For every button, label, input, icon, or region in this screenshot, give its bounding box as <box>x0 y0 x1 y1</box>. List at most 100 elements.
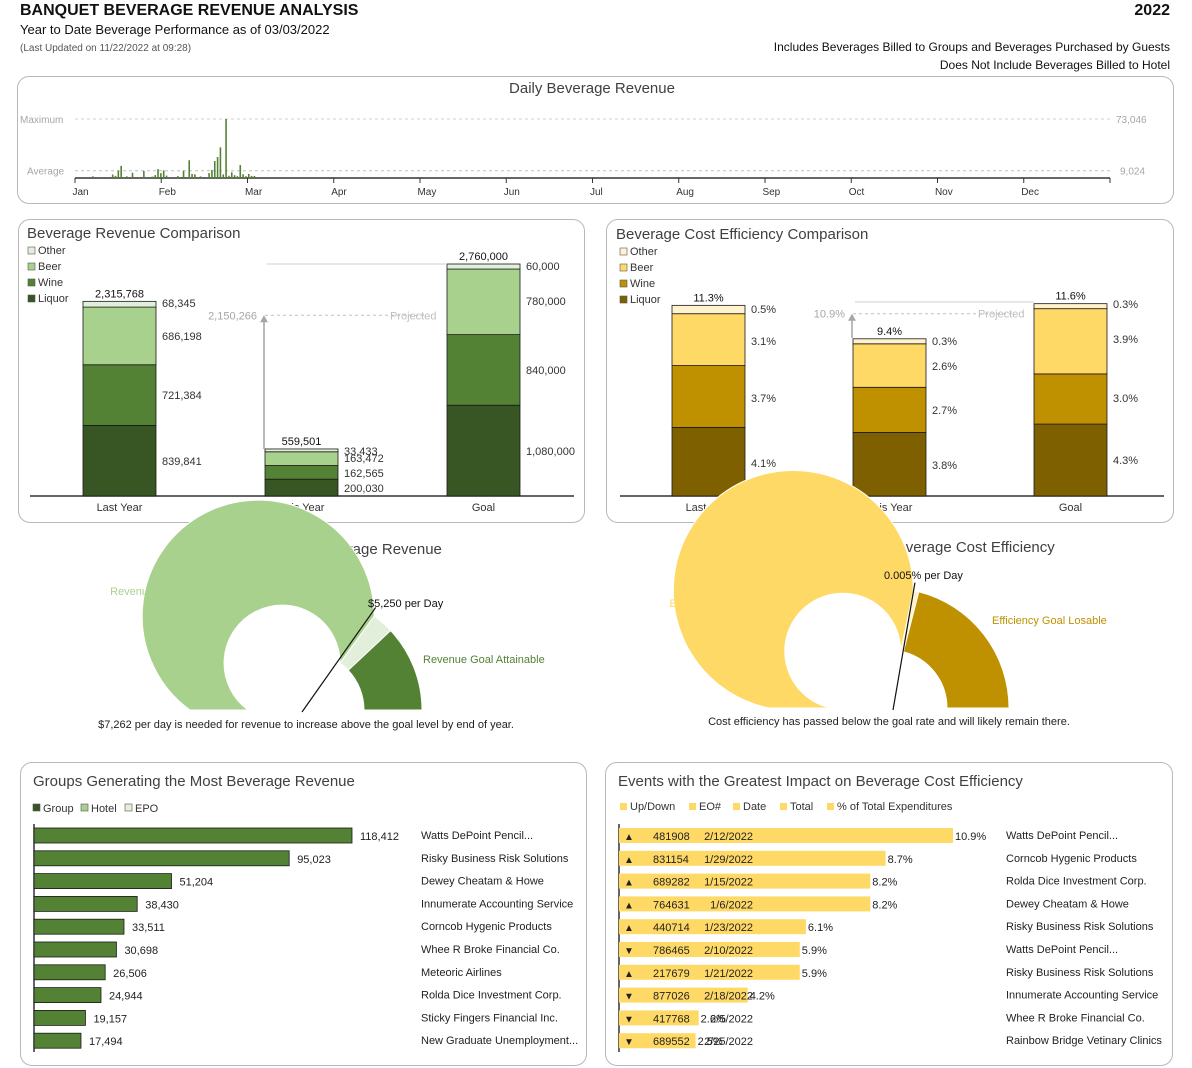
events-direction-icon: ▲ <box>624 878 634 889</box>
revenue-comparison-value-label: 68,345 <box>162 298 196 310</box>
events-direction-icon: ▼ <box>624 1014 634 1025</box>
month-label: Jul <box>590 187 603 198</box>
month-label: Dec <box>1021 187 1039 198</box>
events-name-label: Risky Business Risk Solutions <box>1006 967 1154 979</box>
cost-comparison-value-label: 4.3% <box>1113 455 1138 467</box>
events-eo-label: 440714 <box>653 922 690 934</box>
month-label: Apr <box>331 187 347 198</box>
cost-comparison-legend-label: Other <box>630 246 658 258</box>
events-eo-label: 481908 <box>653 831 690 843</box>
events-eo-label: 877026 <box>653 991 690 1003</box>
groups-name-label: Dewey Cheatam & Howe <box>421 876 544 888</box>
cost-comparison-bar-liquor <box>1033 423 1108 497</box>
events-name-label: Corncob Hygenic Products <box>1006 853 1137 865</box>
max-value-label: 73,046 <box>1116 115 1147 126</box>
cost-comparison-value-label: 2.6% <box>932 361 957 373</box>
daily-revenue-bar <box>245 176 247 178</box>
daily-revenue-bar <box>154 175 156 178</box>
revenue-comparison-bar-other <box>82 300 157 308</box>
daily-revenue-bar <box>120 165 122 178</box>
events-eo-label: 831154 <box>653 854 689 866</box>
cost-comparison-value-label: 3.9% <box>1113 334 1138 346</box>
daily-revenue-bar <box>165 175 168 178</box>
cost-comparison-total-label: 11.6% <box>1055 291 1086 303</box>
revenue-comparison-legend-label: Wine <box>38 277 63 289</box>
events-pct-label: 8.2% <box>872 877 897 889</box>
cost-comparison-projected-arrowhead <box>848 313 856 321</box>
cost-comparison-bar-other <box>1033 303 1108 310</box>
daily-revenue-bar <box>208 173 210 178</box>
daily-revenue-bar <box>182 170 185 178</box>
events-direction-icon: ▲ <box>624 832 634 843</box>
events-bar <box>619 919 806 935</box>
groups-bar <box>33 987 102 1003</box>
revenue-gauge-segment <box>141 499 375 711</box>
revenue-comparison-total-label: 2,315,768 <box>95 288 144 300</box>
groups-legend-label: EPO <box>135 803 159 815</box>
groups-legend-swatch <box>124 803 133 812</box>
events-direction-icon: ▲ <box>624 855 634 866</box>
average-value-label: 9,024 <box>1120 167 1145 178</box>
cost-comparison-legend-swatch <box>619 279 628 288</box>
month-label: May <box>417 187 436 198</box>
cost-comparison-bar-other <box>852 338 927 345</box>
events-date-label: 1/21/2022 <box>704 968 753 980</box>
events-pct-label: 8.7% <box>888 854 913 866</box>
events-legend-swatch <box>780 803 787 810</box>
events-legend-label: Up/Down <box>630 801 675 813</box>
events-bar <box>619 987 748 1003</box>
daily-revenue-bar <box>111 174 114 178</box>
events-eo-label: 689282 <box>653 877 690 889</box>
events-legend-label: Total <box>790 801 813 813</box>
cost-comparison-bar-beer <box>1033 308 1108 375</box>
cost-comparison-bar-liquor <box>671 427 746 497</box>
daily-revenue-bar <box>222 174 225 178</box>
revenue-comparison-value-label: 721,384 <box>162 390 202 402</box>
revenue-comparison-title: Beverage Revenue Comparison <box>27 225 240 242</box>
daily-revenue-bar <box>160 173 162 178</box>
events-bar <box>619 942 800 957</box>
max-label: Maximum <box>20 115 63 126</box>
cost-comparison-legend-swatch <box>619 263 628 272</box>
events-direction-icon: ▲ <box>624 923 634 934</box>
events-title: Events with the Greatest Impact on Bever… <box>618 773 1023 790</box>
events-date-label: 1/6/2022 <box>710 899 753 911</box>
daily-revenue-bar <box>233 175 236 178</box>
groups-legend-label: Hotel <box>91 803 117 815</box>
cost-comparison-legend-label: Wine <box>630 278 655 290</box>
daily-revenue-bar <box>92 176 94 178</box>
cost-comparison-category-label: Goal <box>1059 502 1082 514</box>
events-date-label: 2/12/2022 <box>704 831 753 843</box>
cost-comparison-value-label: 0.5% <box>751 304 776 316</box>
events-bar <box>619 964 800 980</box>
daily-chart-title: Daily Beverage Revenue <box>509 80 675 97</box>
daily-revenue-bar <box>117 170 120 178</box>
events-eo-label: 764631 <box>653 899 690 911</box>
events-name-label: Watts DePoint Pencil... <box>1006 830 1118 842</box>
groups-bar <box>33 850 290 867</box>
cost-gauge-segment <box>902 591 1010 709</box>
daily-revenue-bar <box>199 176 202 178</box>
revenue-comparison-value-label: 780,000 <box>526 296 566 308</box>
revenue-comparison-value-label: 60,000 <box>526 261 560 273</box>
revenue-comparison-legend-label: Other <box>38 245 66 257</box>
daily-revenue-bar <box>219 147 222 178</box>
cost-comparison-value-label: 0.3% <box>932 336 957 348</box>
groups-name-label: Risky Business Risk Solutions <box>421 853 569 865</box>
events-name-label: Innumerate Accounting Service <box>1006 990 1158 1002</box>
events-panel <box>605 762 1173 1066</box>
events-pct-label: 5.9% <box>802 968 827 980</box>
groups-legend-label: Group <box>43 803 74 815</box>
events-date-label: 1/29/2022 <box>704 854 753 866</box>
month-label: Mar <box>245 187 263 198</box>
revenue-comparison-category-label: Last Year <box>97 502 143 514</box>
revenue-comparison-legend-swatch <box>27 246 36 255</box>
daily-revenue-panel <box>17 76 1174 204</box>
daily-revenue-bar <box>242 174 244 178</box>
events-pct-label: 10.9% <box>955 831 986 843</box>
daily-revenue-bar <box>126 176 128 178</box>
daily-revenue-bar <box>216 156 219 178</box>
cost-comparison-legend-label: Beer <box>630 262 654 274</box>
cost-comparison-legend-label: Liquor <box>630 294 661 306</box>
daily-revenue-bar <box>228 175 230 178</box>
